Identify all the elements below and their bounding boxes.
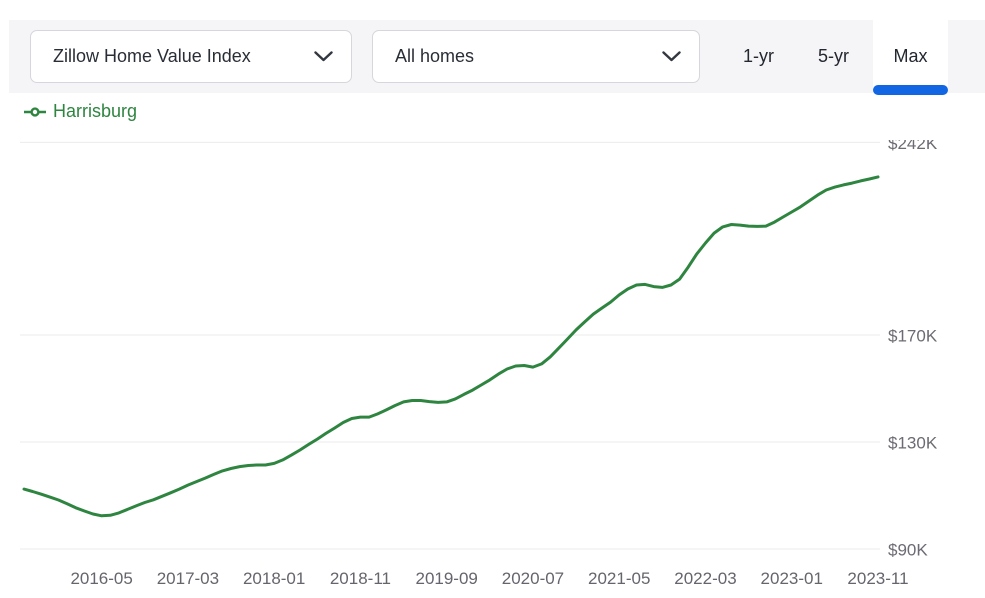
chevron-down-icon [662,51,681,62]
x-axis-tick-label: 2023-01 [761,569,823,588]
y-axis-tick-label: $90K [888,541,928,560]
y-axis-tick-label: $130K [888,434,938,453]
active-tab-indicator [873,85,948,95]
series-line-harrisburg [22,175,880,518]
x-axis-tick-label: 2021-05 [588,569,650,588]
tab-max[interactable]: Max [873,20,948,93]
x-axis-tick-label: 2019-09 [415,569,477,588]
segment-dropdown-value: All homes [395,46,475,66]
x-axis-tick-label: 2023-11 [847,569,908,588]
x-axis-tick-label: 2016-05 [70,569,132,588]
chart-controls-bar: Zillow Home Value Index All homes 1-yr 5… [9,20,985,95]
x-axis-tick-label: 2018-11 [330,569,391,588]
x-axis-tick-label: 2018-01 [243,569,305,588]
x-axis-tick-label: 2020-07 [502,569,564,588]
legend-series-label: Harrisburg [53,101,138,121]
tab-5yr[interactable]: 5-yr [796,20,871,93]
tab-5yr-label: 5-yr [818,46,849,66]
legend-item-harrisburg[interactable]: Harrisburg [24,101,137,122]
home-value-line-chart[interactable]: $242K $170K $130K $90K 2016-05 2017-03 2018-01… [0,140,985,598]
tab-1yr-label: 1-yr [743,46,774,66]
y-axis-tick-label: $170K [888,327,938,346]
chevron-down-icon [314,51,333,62]
x-axis-tick-label: 2022-03 [674,569,736,588]
y-axis-tick-label: $242K [888,140,938,153]
tab-1yr[interactable]: 1-yr [721,20,796,93]
legend-line-marker-icon [24,105,46,119]
chart-plot-area[interactable]: $242K $170K $130K $90K 2016-05 2017-03 2018-01… [0,140,985,598]
metric-dropdown-value: Zillow Home Value Index [53,46,251,66]
x-axis-tick-label: 2017-03 [157,569,219,588]
segment-dropdown[interactable]: All homes [372,30,700,83]
metric-dropdown[interactable]: Zillow Home Value Index [30,30,352,83]
tab-max-label: Max [893,46,928,66]
